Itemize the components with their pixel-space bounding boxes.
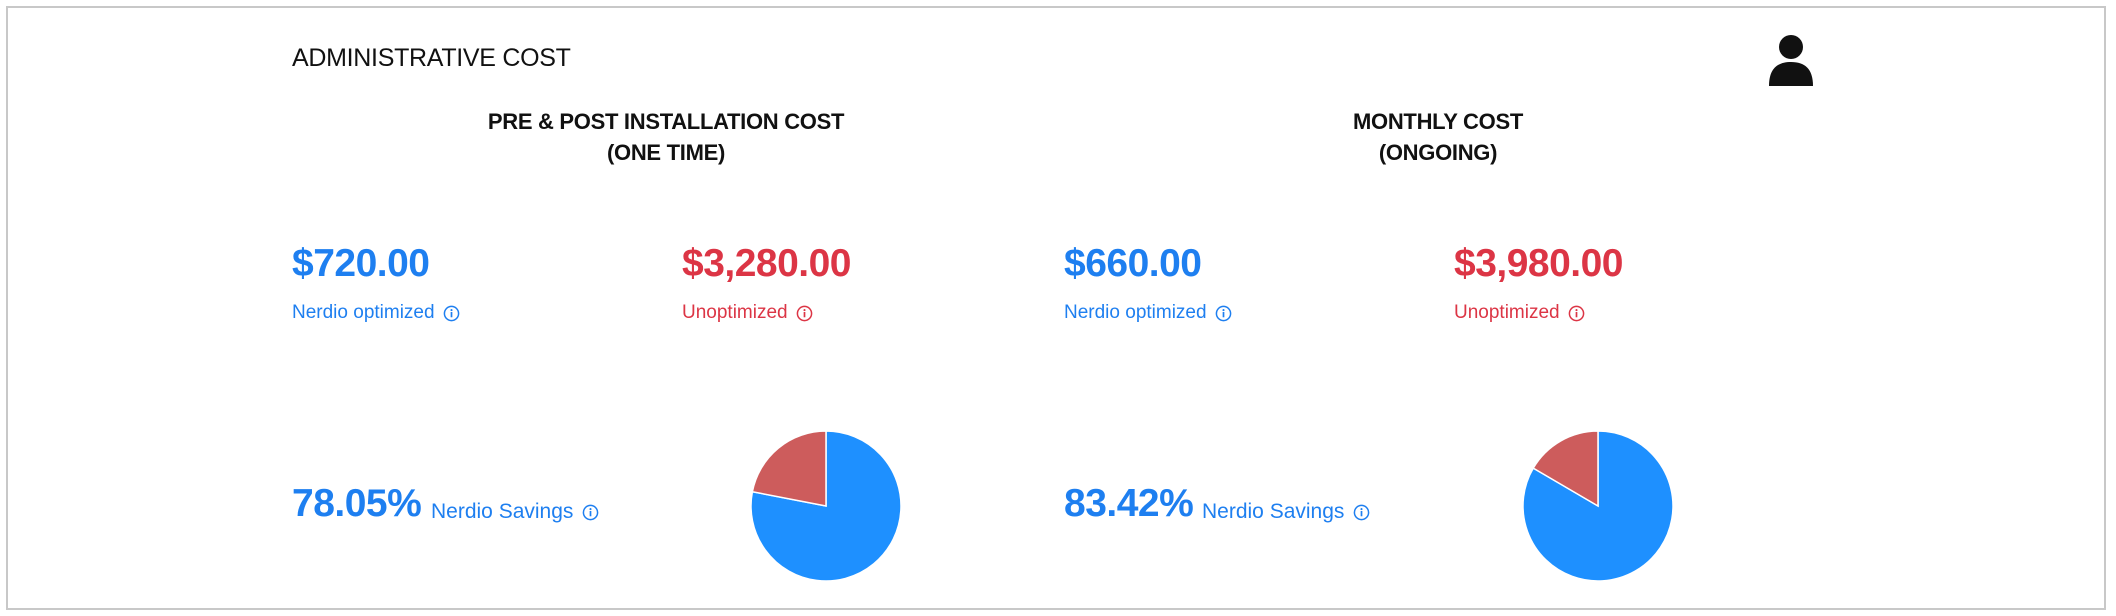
- monthly-optimized-label: Nerdio optimized: [1064, 302, 1207, 323]
- one-time-header-line2: (ONE TIME): [607, 140, 725, 165]
- monthly-unoptimized-value: $3,980.00: [1454, 242, 1624, 285]
- info-icon[interactable]: [796, 305, 813, 322]
- pie-slice-unoptimized: [1532, 430, 1599, 508]
- one-time-cost-header: PRE & POST INSTALLATION COST (ONE TIME): [366, 106, 966, 168]
- monthly-savings-pie-chart: [1522, 430, 1674, 582]
- monthly-optimized-value: $660.00: [1064, 242, 1202, 285]
- info-icon[interactable]: [1353, 504, 1370, 521]
- user-icon[interactable]: [1768, 34, 1814, 86]
- one-time-savings-label: Nerdio Savings: [431, 500, 574, 523]
- monthly-unoptimized-label: Unoptimized: [1454, 302, 1560, 323]
- monthly-unoptimized-label-row: Unoptimized: [1454, 302, 1585, 324]
- info-icon[interactable]: [582, 504, 599, 521]
- one-time-unoptimized-label-row: Unoptimized: [682, 302, 813, 324]
- pie-slice-unoptimized: [751, 430, 827, 507]
- one-time-optimized-label-row: Nerdio optimized: [292, 302, 460, 324]
- monthly-savings-label: Nerdio Savings: [1202, 500, 1345, 523]
- monthly-optimized-label-row: Nerdio optimized: [1064, 302, 1232, 324]
- monthly-savings-label-row: Nerdio Savings: [1202, 500, 1370, 524]
- info-icon[interactable]: [1568, 305, 1585, 322]
- one-time-savings-label-row: Nerdio Savings: [431, 500, 599, 524]
- monthly-cost-header: MONTHLY COST (ONGOING): [1138, 106, 1738, 168]
- one-time-unoptimized-label: Unoptimized: [682, 302, 788, 323]
- one-time-savings-percent: 78.05%: [292, 482, 422, 525]
- one-time-unoptimized-value: $3,280.00: [682, 242, 852, 285]
- administrative-cost-panel: ADMINISTRATIVE COST PRE & POST INSTALLAT…: [6, 6, 2106, 610]
- one-time-optimized-value: $720.00: [292, 242, 430, 285]
- info-icon[interactable]: [443, 305, 460, 322]
- monthly-header-line1: MONTHLY COST: [1353, 109, 1523, 134]
- info-icon[interactable]: [1215, 305, 1232, 322]
- monthly-savings-percent: 83.42%: [1064, 482, 1194, 525]
- pie-slice-optimized: [750, 430, 902, 582]
- one-time-optimized-label: Nerdio optimized: [292, 302, 435, 323]
- one-time-savings-pie-chart: [750, 430, 902, 582]
- monthly-header-line2: (ONGOING): [1378, 140, 1498, 165]
- one-time-header-line1: PRE & POST INSTALLATION COST: [487, 109, 845, 134]
- section-title: ADMINISTRATIVE COST: [292, 44, 571, 72]
